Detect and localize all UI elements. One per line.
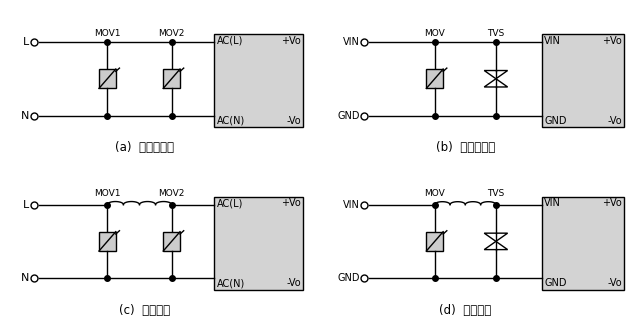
Text: VIN: VIN [544,36,561,46]
Text: +Vo: +Vo [281,198,301,208]
Text: AC(L): AC(L) [217,36,243,46]
Text: +Vo: +Vo [602,198,622,208]
Text: MOV: MOV [424,29,445,38]
Bar [99,69,116,88]
Text: N: N [21,110,29,121]
Text: (a)  不恰当应用: (a) 不恰当应用 [115,141,173,154]
Bar [163,232,180,251]
Bar [214,197,303,290]
Text: GND: GND [337,273,360,283]
Text: -Vo: -Vo [607,278,622,288]
Text: MOV: MOV [424,189,445,198]
Bar [99,232,116,251]
Text: VIN: VIN [544,198,561,208]
Text: (b)  不恰当应用: (b) 不恰当应用 [436,141,495,154]
Bar [542,197,625,290]
Text: MOV1: MOV1 [94,189,120,198]
Text: N: N [21,273,29,283]
Bar [542,34,625,127]
Text: -Vo: -Vo [286,116,301,126]
Text: (d)  推荐应用: (d) 推荐应用 [439,304,492,317]
Text: +Vo: +Vo [281,36,301,46]
Text: -Vo: -Vo [607,116,622,126]
Text: AC(L): AC(L) [217,198,243,208]
Text: MOV2: MOV2 [159,29,185,38]
Bar [214,34,303,127]
Text: AC(N): AC(N) [217,116,245,126]
Text: (c)  推荐应用: (c) 推荐应用 [118,304,170,317]
Text: MOV1: MOV1 [94,29,120,38]
Bar [426,69,443,88]
Text: GND: GND [337,110,360,121]
Text: L: L [23,200,29,210]
Bar [163,69,180,88]
Bar [426,232,443,251]
Text: VIN: VIN [343,200,360,210]
Text: TVS: TVS [487,189,504,198]
Text: +Vo: +Vo [602,36,622,46]
Text: TVS: TVS [487,29,504,38]
Text: MOV2: MOV2 [159,189,185,198]
Text: GND: GND [544,278,567,288]
Text: GND: GND [544,116,567,126]
Text: L: L [23,37,29,47]
Text: AC(N): AC(N) [217,278,245,288]
Text: VIN: VIN [343,37,360,47]
Text: -Vo: -Vo [286,278,301,288]
